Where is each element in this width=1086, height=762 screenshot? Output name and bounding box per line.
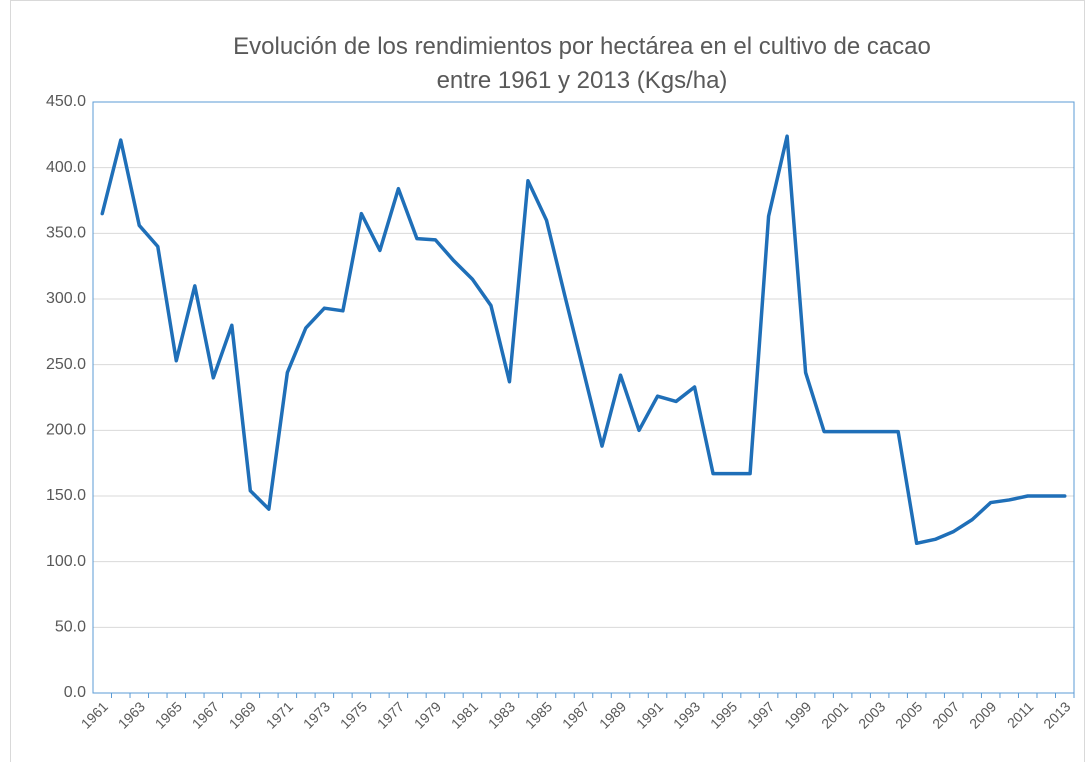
chart-title: Evolución de los rendimientos por hectár… xyxy=(233,33,931,60)
y-tick-label: 50.0 xyxy=(55,619,86,636)
y-tick-label: 100.0 xyxy=(46,553,86,570)
y-tick-label: 0.0 xyxy=(64,684,86,701)
y-tick-label: 350.0 xyxy=(46,225,86,242)
data-line xyxy=(100,134,1067,546)
y-tick-label: 150.0 xyxy=(46,487,86,504)
y-tick-label: 200.0 xyxy=(46,422,86,439)
chart-title: entre 1961 y 2013 (Kgs/ha) xyxy=(437,67,728,94)
plot-border xyxy=(92,101,1075,694)
y-tick-label: 300.0 xyxy=(46,290,86,307)
y-tick-label: 400.0 xyxy=(46,159,86,176)
chart-border xyxy=(10,0,1085,762)
y-tick-label: 250.0 xyxy=(46,356,86,373)
y-tick-label: 450.0 xyxy=(46,93,86,110)
